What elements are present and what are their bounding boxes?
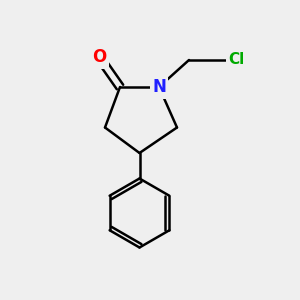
- Text: O: O: [92, 48, 106, 66]
- Text: N: N: [152, 78, 166, 96]
- Text: Cl: Cl: [228, 52, 244, 68]
